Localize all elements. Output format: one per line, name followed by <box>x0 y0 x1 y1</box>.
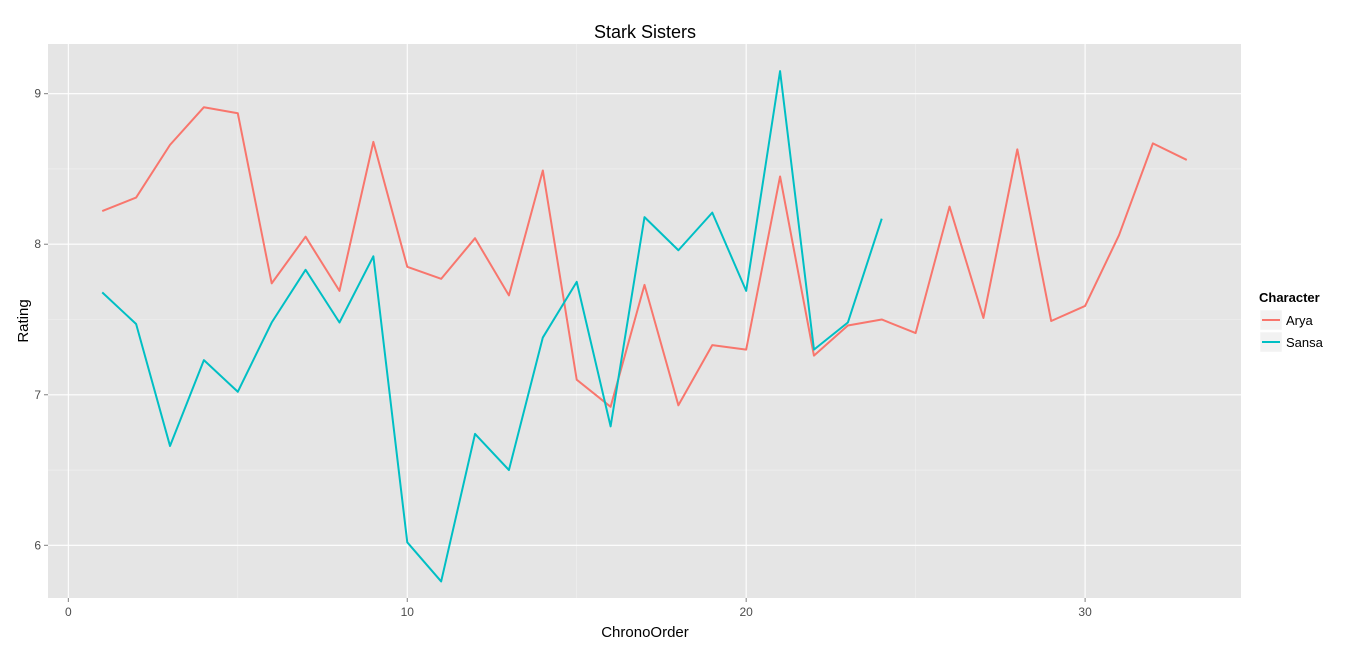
y-axis-title: Rating <box>15 299 32 342</box>
x-tick-label: 10 <box>401 605 415 619</box>
series-lines <box>101 70 1188 583</box>
grid-minor <box>48 44 1241 598</box>
legend: Character Arya Sansa <box>1259 290 1324 353</box>
x-tick-label: 30 <box>1078 605 1092 619</box>
x-tick-label: 20 <box>739 605 753 619</box>
y-axis-ticks: 6 7 8 9 <box>34 87 48 552</box>
y-tick-label: 8 <box>34 237 41 251</box>
x-tick-label: 0 <box>65 605 72 619</box>
legend-label-sansa: Sansa <box>1286 335 1324 350</box>
y-tick-label: 6 <box>34 538 41 552</box>
legend-title: Character <box>1259 290 1320 305</box>
x-axis-title: ChronoOrder <box>601 624 689 641</box>
chart-title: Stark Sisters <box>594 22 696 42</box>
x-axis-ticks: 0 10 20 30 <box>65 598 1092 619</box>
y-tick-label: 7 <box>34 388 41 402</box>
series-line-sansa <box>101 70 883 583</box>
plot-panel <box>48 44 1241 598</box>
y-tick-label: 9 <box>34 87 41 101</box>
grid-major <box>48 44 1241 598</box>
series-line-arya <box>101 106 1188 408</box>
legend-label-arya: Arya <box>1286 313 1314 328</box>
